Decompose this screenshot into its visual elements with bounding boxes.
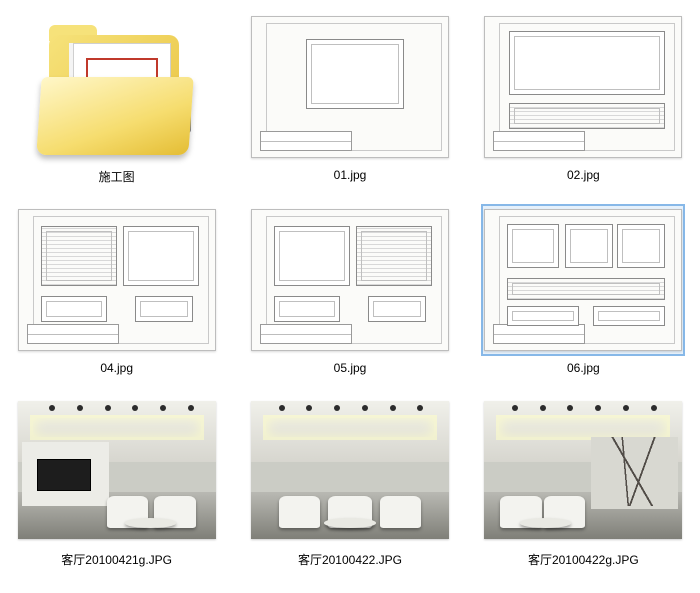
image-thumbnail (249, 395, 451, 545)
file-label: 01.jpg (334, 168, 367, 182)
image-thumbnail (249, 205, 451, 355)
file-item-image[interactable]: 05.jpg (241, 201, 458, 379)
thumbnail-grid: 施工图 01.jpg 02.jpg 04.jpg 05.jpg 06.jpg (8, 8, 692, 572)
file-label: 05.jpg (334, 361, 367, 375)
file-item-folder[interactable]: 施工图 (8, 8, 225, 189)
image-thumbnail (16, 205, 218, 355)
file-item-image[interactable]: 客厅20100422.JPG (241, 391, 458, 572)
file-label: 04.jpg (100, 361, 133, 375)
file-label: 客厅20100422.JPG (298, 551, 402, 568)
file-label: 客厅20100422g.JPG (528, 551, 639, 568)
file-label: 06.jpg (567, 361, 600, 375)
file-label: 施工图 (99, 168, 135, 185)
image-thumbnail (16, 395, 218, 545)
file-label: 客厅20100421g.JPG (61, 551, 172, 568)
folder-icon (16, 12, 218, 162)
file-item-image[interactable]: 06.jpg (475, 201, 692, 379)
file-item-image[interactable]: 02.jpg (475, 8, 692, 189)
file-label: 02.jpg (567, 168, 600, 182)
image-thumbnail (482, 395, 684, 545)
file-item-image[interactable]: 客厅20100422g.JPG (475, 391, 692, 572)
file-item-image[interactable]: 04.jpg (8, 201, 225, 379)
file-item-image[interactable]: 01.jpg (241, 8, 458, 189)
image-thumbnail (482, 12, 684, 162)
image-thumbnail (249, 12, 451, 162)
image-thumbnail (482, 205, 684, 355)
file-item-image[interactable]: 客厅20100421g.JPG (8, 391, 225, 572)
